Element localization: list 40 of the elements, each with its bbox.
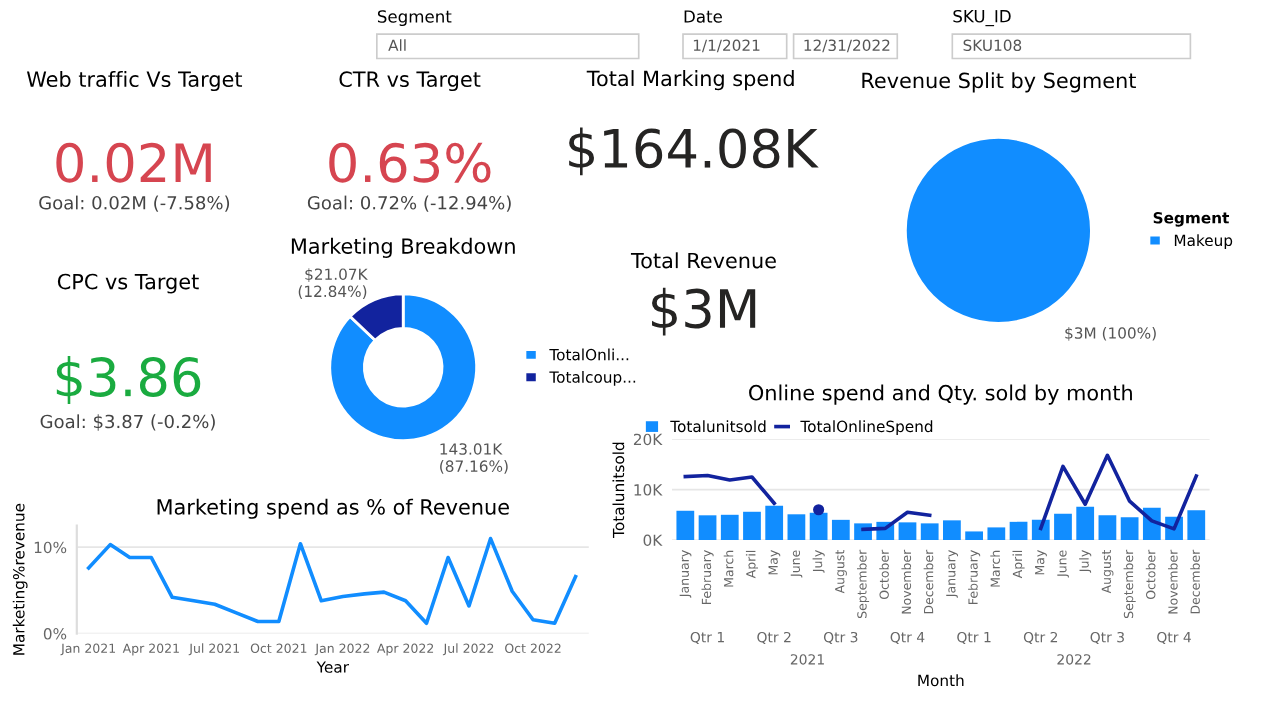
text: Date: [684, 10, 722, 23]
text: Goal: 0.02M (-7.58%): [39, 195, 230, 212]
text: CTR vs Target: [339, 71, 481, 92]
text: $164.08K: [569, 127, 819, 176]
bar: [720, 514, 739, 540]
text: SKU_ID: [953, 9, 1011, 27]
bar: [787, 514, 806, 540]
text: 0.02M: [56, 142, 211, 183]
text: Goal: 0.72% (-12.94%): [307, 195, 511, 212]
line-series: [86, 536, 578, 626]
text: CPC vs Target: [57, 273, 199, 294]
bar: [943, 520, 961, 540]
bar: [676, 510, 695, 540]
bar: [698, 515, 717, 540]
text: Total Revenue: [630, 252, 776, 269]
bar: [898, 522, 917, 540]
text: Web traffic Vs Target: [26, 70, 243, 92]
chart-title: Online spend and Qty. sold by month: [749, 384, 1132, 405]
bar: [1120, 517, 1139, 540]
text: $3M: [652, 287, 756, 336]
bar: [1187, 510, 1206, 540]
bar: [809, 512, 828, 540]
chart-title: Marketing Breakdown: [291, 237, 515, 258]
bar: [1076, 506, 1095, 540]
bar: [987, 527, 1006, 540]
bar: [920, 523, 939, 540]
bar: [765, 505, 784, 540]
bar: [1098, 515, 1117, 540]
text: $3.86: [56, 356, 201, 404]
chart-title: Revenue Split by Segment: [862, 72, 1136, 93]
bar: [743, 511, 761, 540]
bar: [1009, 521, 1028, 540]
text: Total Marking spend: [586, 70, 794, 91]
bar: [1054, 513, 1072, 540]
text: Goal: $3.87 (-0.2%): [40, 414, 215, 431]
chart-title: Marketing spend as % of Revenue: [157, 498, 509, 519]
text: 0.63%: [329, 142, 491, 183]
bar: [831, 519, 850, 540]
bar: [965, 531, 984, 540]
text: Segment: [377, 10, 452, 27]
